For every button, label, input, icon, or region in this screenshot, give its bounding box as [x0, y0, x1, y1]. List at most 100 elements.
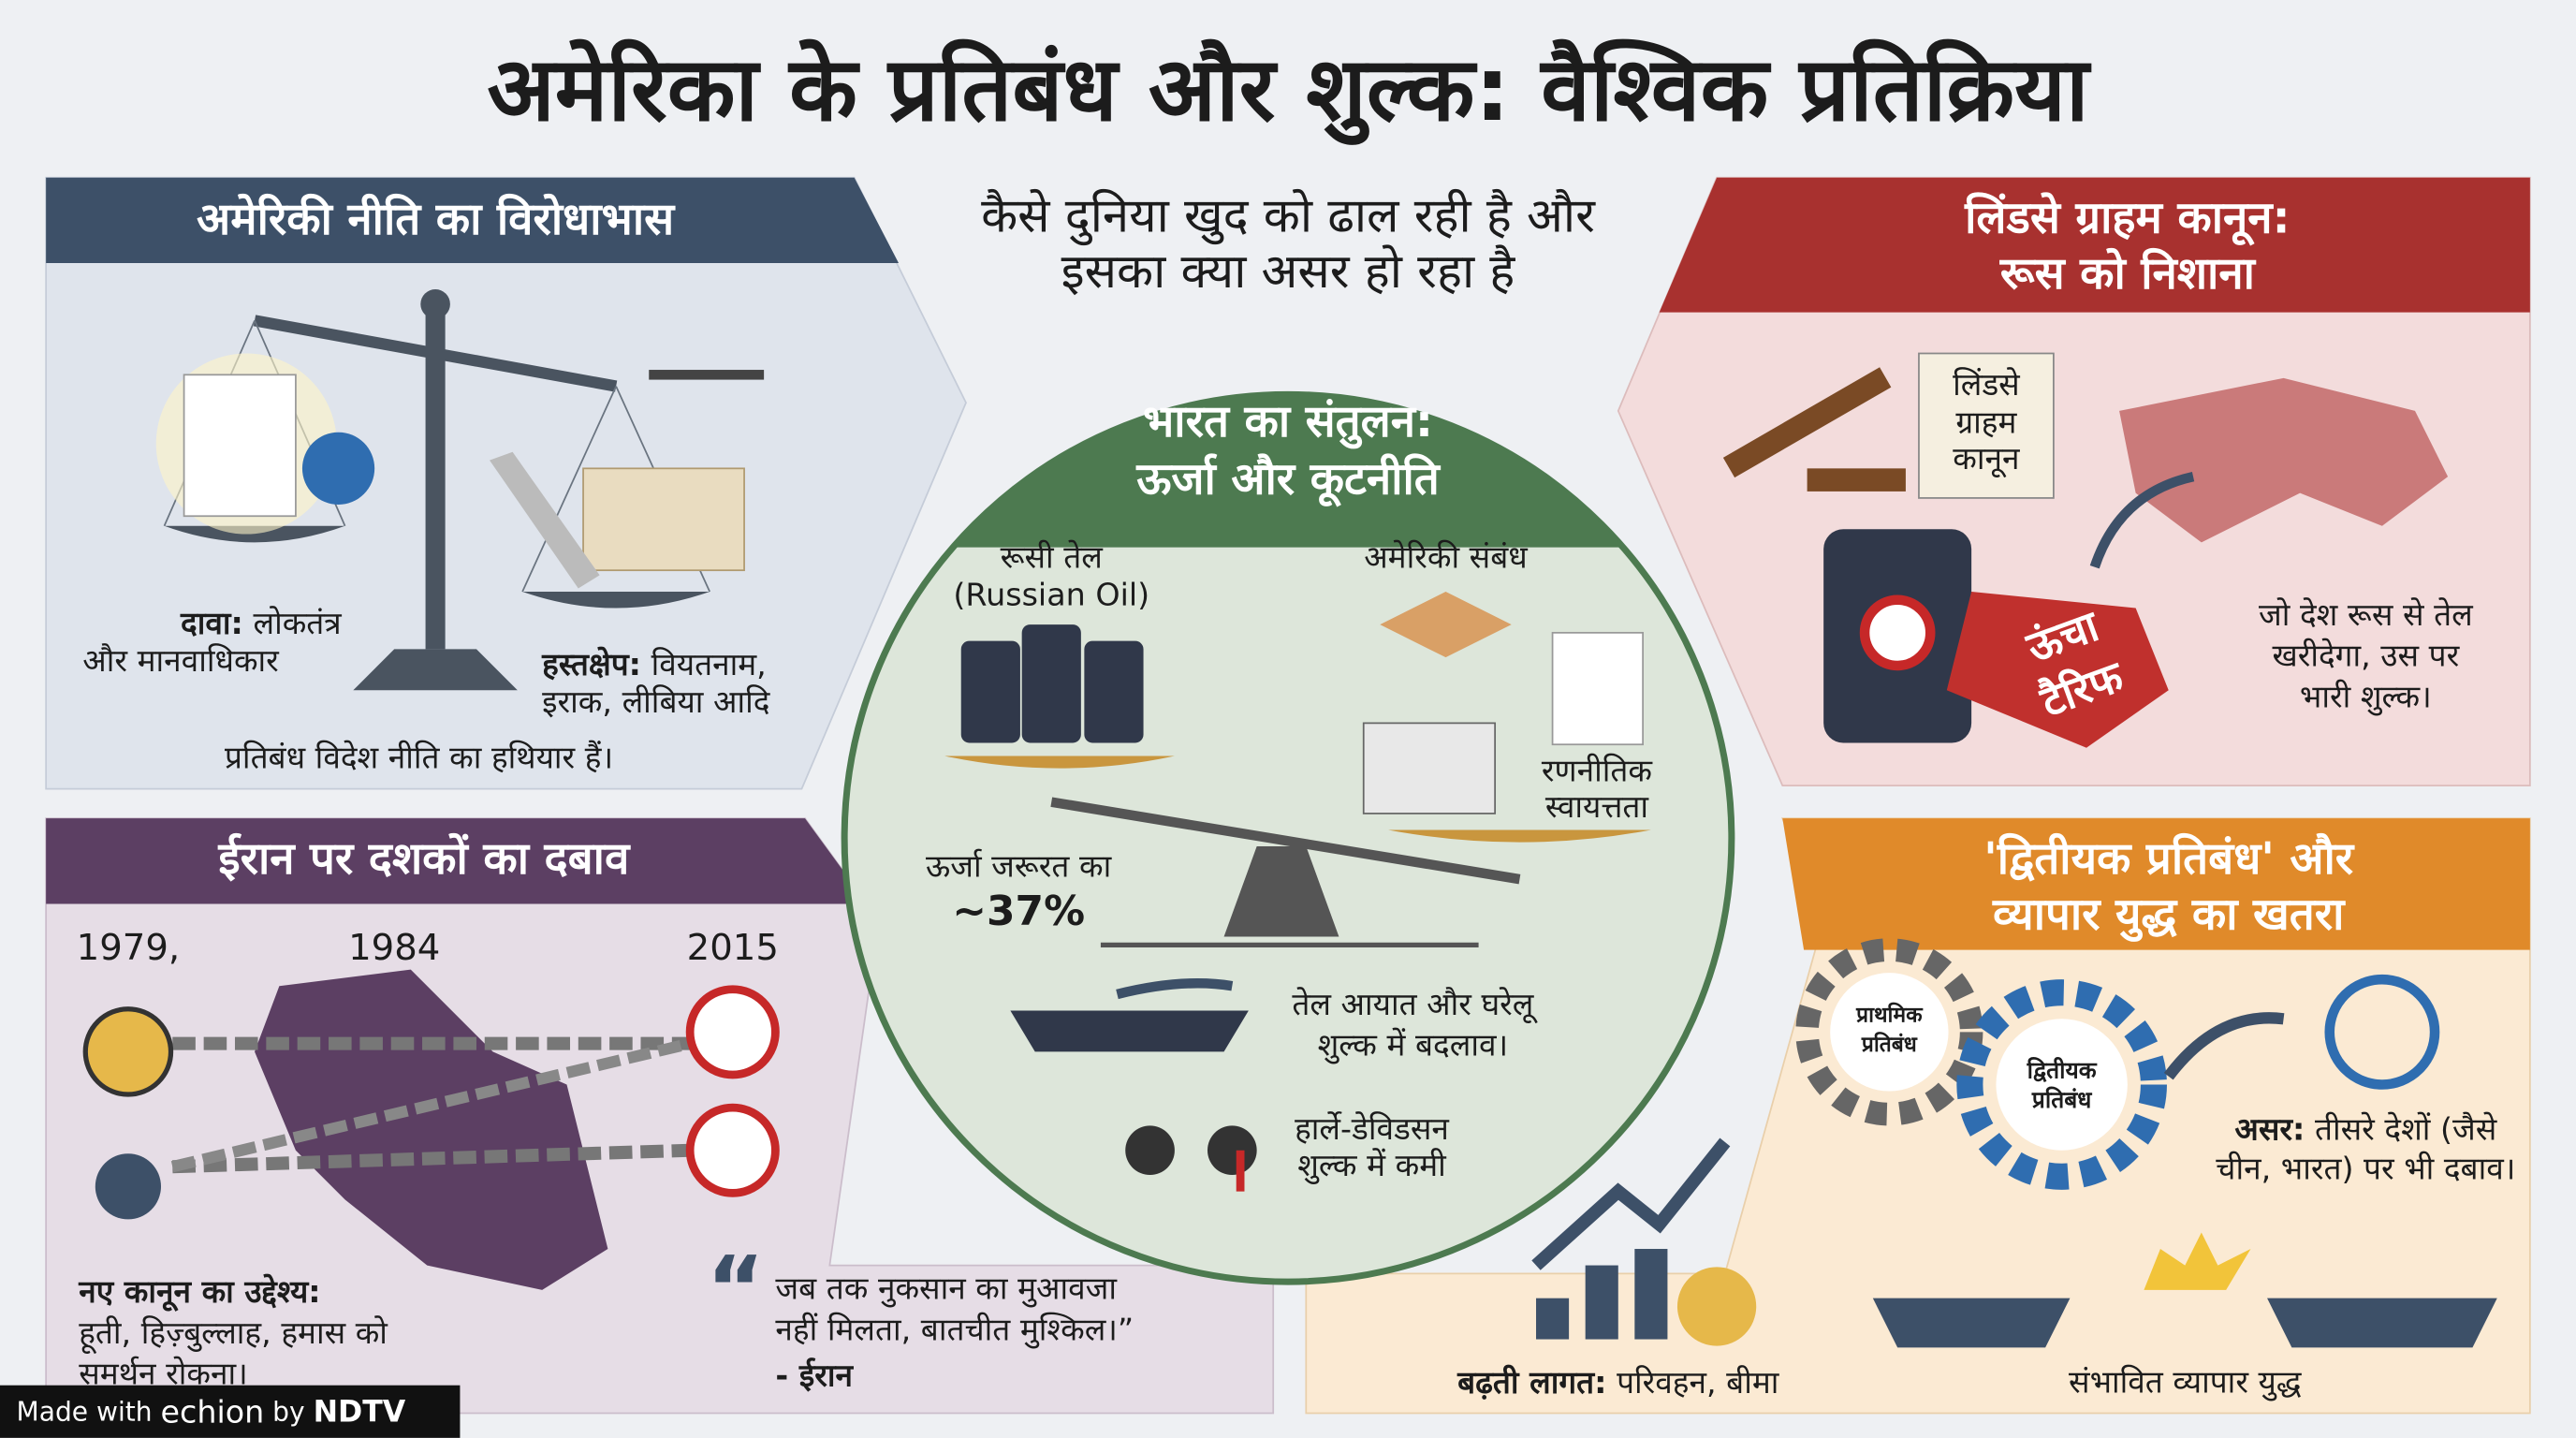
label: हस्तक्षेप:: [541, 645, 641, 682]
panel-heading: भारत का संतुलन:: [1143, 396, 1433, 449]
icon-part: [1634, 1249, 1668, 1340]
gear-label: प्रतिबंध: [2031, 1086, 2092, 1113]
footer-badge: [0, 1385, 461, 1438]
icon-part: [1223, 846, 1339, 937]
claim-label: दावा: लोकतंत्र: [180, 605, 342, 641]
icon-part: [1676, 1267, 1757, 1346]
scroll-text: लिंडसे: [1953, 366, 2020, 403]
panel-header: [1659, 177, 2530, 313]
icon-part: [2144, 1232, 2251, 1290]
panel-text: जो देश रूस से तेल: [2259, 596, 2474, 633]
india-icons: [944, 591, 1651, 1192]
icon-part: [353, 649, 518, 691]
icon-part: [2089, 471, 2195, 569]
panel-header: [1782, 818, 2530, 950]
icon-part: [522, 591, 710, 609]
gear-label: प्राथमिक: [1855, 1002, 1924, 1027]
oil-import: शुल्क में बदलाव।: [1318, 1027, 1509, 1064]
icon-part: [172, 1143, 691, 1174]
icon-part: [1807, 468, 1906, 492]
year: 1984: [348, 927, 440, 969]
icon-part: [183, 374, 297, 518]
icon-part: [685, 985, 780, 1079]
aim: हूती, हिज़्बुल्लाह, हमास को: [79, 1314, 388, 1355]
icon-part: [420, 289, 450, 319]
icon-part: [95, 1153, 161, 1220]
label: असर:: [2234, 1110, 2305, 1147]
iran-map-icon: [82, 969, 780, 1290]
claim: और मानवाधिकार: [82, 642, 280, 679]
intervention: इराक, लीबिया आदि: [542, 683, 771, 720]
icon-part: [1872, 1298, 2071, 1348]
icon-part: [1585, 1265, 1618, 1340]
panel-heading: 'द्वितीयक प्रतिबंध' और: [1983, 832, 2355, 885]
icon-part: [2119, 377, 2449, 543]
icon-part: [1125, 1125, 1175, 1176]
icon-part: [521, 386, 617, 593]
by: by: [272, 1397, 304, 1428]
icon-part: [82, 1006, 174, 1097]
icon-part: [1380, 591, 1512, 658]
icon-part: [1946, 591, 2169, 748]
effect: चीन, भारत) पर भी दबाव।: [2216, 1150, 2515, 1186]
icon-part: [2267, 1298, 2497, 1348]
text: लोकतंत्र: [253, 605, 342, 641]
icon-part: [1208, 1125, 1257, 1176]
russian-oil: रूसी तेल: [1001, 538, 1105, 575]
quote: जब तक नुकसान का मुआवजा: [775, 1269, 1118, 1307]
panel-text: भारी शुल्क।: [2300, 679, 2432, 716]
icon-part: [960, 640, 1020, 743]
us-relations: अमेरिकी संबंध: [1364, 538, 1528, 575]
graham-icons: [1722, 352, 2449, 748]
icon-part: [649, 370, 765, 380]
costs: बढ़ती लागत: परिवहन, बीमा: [1456, 1363, 1780, 1400]
russian-oil: (Russian Oil): [953, 577, 1149, 613]
quote-mark: “: [707, 1238, 765, 1341]
icon-part: [164, 525, 345, 543]
panel-text: खरीदेगा, उस पर: [2272, 638, 2460, 674]
icon-part: [1531, 1137, 1731, 1270]
harley: शुल्क में कमी: [1297, 1147, 1447, 1184]
energy-need: ऊर्जा जरूरत का: [926, 847, 1113, 884]
harley: हार्ले-डेविडसन: [1295, 1110, 1449, 1147]
icon-part: [582, 467, 745, 572]
icon-part: [1362, 722, 1497, 814]
year: 2015: [687, 927, 779, 969]
title: अमेरिका के प्रतिबंध और शुल्क: वैश्विक प्…: [487, 38, 2092, 145]
energy-share: ~37%: [952, 888, 1085, 935]
scroll-text: ग्राहम: [1955, 404, 2017, 440]
icon-part: [2324, 974, 2440, 1090]
icon-part: [1021, 624, 1081, 743]
partner: NDTV: [314, 1396, 406, 1430]
scroll-text: कानून: [1953, 440, 2020, 478]
panel-heading: अमेरिकी नीति का विरोधाभास: [197, 193, 676, 245]
icon-part: [1084, 640, 1144, 743]
made-with: Made with: [17, 1397, 153, 1428]
footer-text: Made with echion by NDTV: [17, 1393, 406, 1430]
aim-label: नए कानून का उद्देश्य:: [78, 1273, 320, 1312]
panel-heading: ऊर्जा और कूटनीति: [1135, 452, 1442, 507]
trade-war: संभावित व्यापार युद्ध: [2069, 1363, 2302, 1401]
text: तीसरे देशों (जैसे: [2315, 1110, 2497, 1147]
icon-part: [301, 432, 375, 505]
brand: echion: [161, 1393, 265, 1430]
icon-part: [1722, 367, 1892, 478]
icon-part: [1010, 1010, 1249, 1052]
icon-part: [1956, 979, 2167, 1190]
label: दावा:: [180, 605, 243, 641]
text: परिवहन, बीमा: [1617, 1363, 1780, 1400]
icon-part: [1830, 973, 1949, 1092]
scale-icon: [155, 289, 765, 691]
icon-part: [1388, 829, 1651, 843]
icon-part: [2163, 1012, 2285, 1080]
year: 1979,: [77, 927, 181, 969]
autonomy: रणनीतिक: [1542, 753, 1653, 789]
label: बढ़ती लागत:: [1456, 1363, 1606, 1400]
icon-part: [1551, 631, 1644, 746]
intervention-label: हस्तक्षेप: वियतनाम,: [541, 645, 767, 682]
quote-source: - ईरान: [775, 1357, 854, 1393]
oil-import: तेल आयात और घरेलू: [1292, 986, 1538, 1024]
icon-part: [1918, 352, 2055, 499]
icon-part: [1536, 1298, 1570, 1340]
